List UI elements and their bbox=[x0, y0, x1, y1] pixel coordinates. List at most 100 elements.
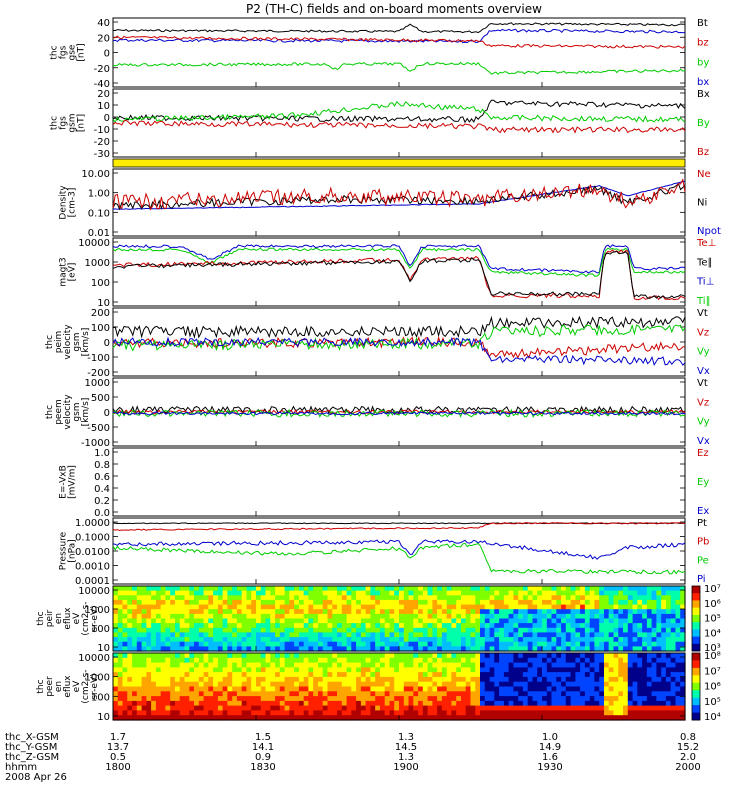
spec-cell bbox=[189, 627, 195, 633]
colorbar-label: 10⁷ bbox=[704, 584, 721, 595]
spec-cell bbox=[170, 662, 176, 668]
spec-cell bbox=[117, 599, 124, 606]
spec-cell bbox=[422, 653, 429, 659]
y-tick-label: 0.4 bbox=[94, 484, 110, 495]
spec-cell bbox=[480, 641, 486, 647]
spec-cell bbox=[537, 595, 543, 601]
spec-cell bbox=[441, 653, 448, 659]
spec-cell bbox=[599, 700, 605, 707]
spec-cell bbox=[508, 613, 514, 620]
spec-cell bbox=[513, 609, 519, 615]
spec-cell bbox=[327, 599, 333, 606]
spec-cell bbox=[465, 676, 472, 683]
spec-cell bbox=[241, 700, 248, 707]
spec-cell bbox=[117, 686, 124, 692]
spec-cell bbox=[341, 657, 348, 664]
series-Ti-par bbox=[112, 247, 686, 277]
spec-cell bbox=[546, 700, 553, 707]
spec-cell bbox=[146, 681, 152, 688]
spec-cell bbox=[356, 641, 362, 647]
spec-cell bbox=[408, 653, 414, 659]
spec-cell bbox=[370, 637, 376, 643]
spec-cell bbox=[284, 691, 290, 697]
spec-cell bbox=[446, 696, 453, 702]
spec-cell bbox=[365, 705, 371, 711]
spec-cell bbox=[637, 667, 643, 673]
spec-cell bbox=[437, 613, 443, 620]
spec-cell bbox=[518, 627, 524, 633]
spec-cell bbox=[194, 696, 200, 702]
spec-cell bbox=[113, 715, 119, 721]
spec-cell bbox=[270, 586, 276, 592]
spec-cell bbox=[179, 705, 186, 711]
spec-cell bbox=[308, 662, 314, 668]
spec-cell bbox=[542, 637, 548, 643]
spec-cell bbox=[298, 623, 305, 629]
spec-cell bbox=[461, 627, 467, 633]
spec-cell bbox=[480, 613, 486, 620]
spec-cell bbox=[341, 672, 348, 678]
spec-cell bbox=[646, 637, 653, 643]
spec-cell bbox=[327, 710, 333, 716]
spec-cell bbox=[680, 667, 686, 673]
spec-cell bbox=[513, 715, 519, 721]
colorbar-cell bbox=[692, 593, 700, 601]
spec-cell bbox=[289, 627, 295, 633]
spec-cell bbox=[518, 715, 524, 721]
spec-cell bbox=[241, 590, 248, 596]
spec-cell bbox=[618, 676, 624, 683]
spec-cell bbox=[656, 613, 662, 620]
spec-cell bbox=[527, 632, 534, 638]
spec-cell bbox=[294, 700, 300, 707]
spec-cell bbox=[155, 604, 162, 610]
spec-cell bbox=[551, 700, 557, 707]
spec-cell bbox=[360, 691, 367, 697]
spec-cell bbox=[451, 599, 457, 606]
spec-cell bbox=[318, 691, 324, 697]
spec-cell bbox=[294, 657, 300, 664]
spec-cell bbox=[561, 609, 567, 615]
spec-cell bbox=[470, 681, 476, 688]
spec-cell bbox=[365, 691, 371, 697]
spec-cell bbox=[475, 641, 481, 647]
spec-cell bbox=[575, 586, 581, 592]
spec-cell bbox=[289, 623, 295, 629]
spec-cell bbox=[170, 710, 176, 716]
spec-cell bbox=[351, 667, 357, 673]
spec-cell bbox=[236, 715, 243, 721]
spec-cell bbox=[623, 705, 629, 711]
spec-cell bbox=[122, 590, 128, 596]
spec-cell bbox=[298, 686, 305, 692]
spec-cell bbox=[260, 613, 267, 620]
spec-cell bbox=[155, 637, 162, 643]
spec-cell bbox=[665, 662, 672, 668]
spec-cell bbox=[494, 646, 500, 652]
spec-cell bbox=[403, 686, 410, 692]
spec-cell bbox=[289, 667, 295, 673]
spec-cell bbox=[360, 676, 367, 683]
spec-cell bbox=[117, 618, 124, 624]
spec-cell bbox=[451, 676, 457, 683]
spec-cell bbox=[341, 646, 348, 652]
spec-cell bbox=[370, 627, 376, 633]
legend-Ni: Ni bbox=[697, 198, 707, 209]
spec-cell bbox=[527, 657, 534, 664]
spec-cell bbox=[604, 681, 610, 688]
spec-cell bbox=[604, 609, 610, 615]
spec-cell bbox=[451, 710, 457, 716]
spec-cell bbox=[203, 657, 209, 664]
spec-cell bbox=[113, 595, 119, 601]
spec-cell bbox=[208, 641, 214, 647]
spec-cell bbox=[489, 681, 495, 688]
spec-cell bbox=[241, 586, 248, 592]
spec-cell bbox=[132, 637, 138, 643]
spec-cell bbox=[537, 691, 543, 697]
spec-cell bbox=[642, 599, 648, 606]
spec-cell bbox=[151, 627, 157, 633]
spec-cell bbox=[613, 595, 619, 601]
spec-cell bbox=[675, 595, 681, 601]
spec-cell bbox=[656, 623, 662, 629]
spec-cell bbox=[189, 599, 195, 606]
spec-cell bbox=[308, 595, 314, 601]
